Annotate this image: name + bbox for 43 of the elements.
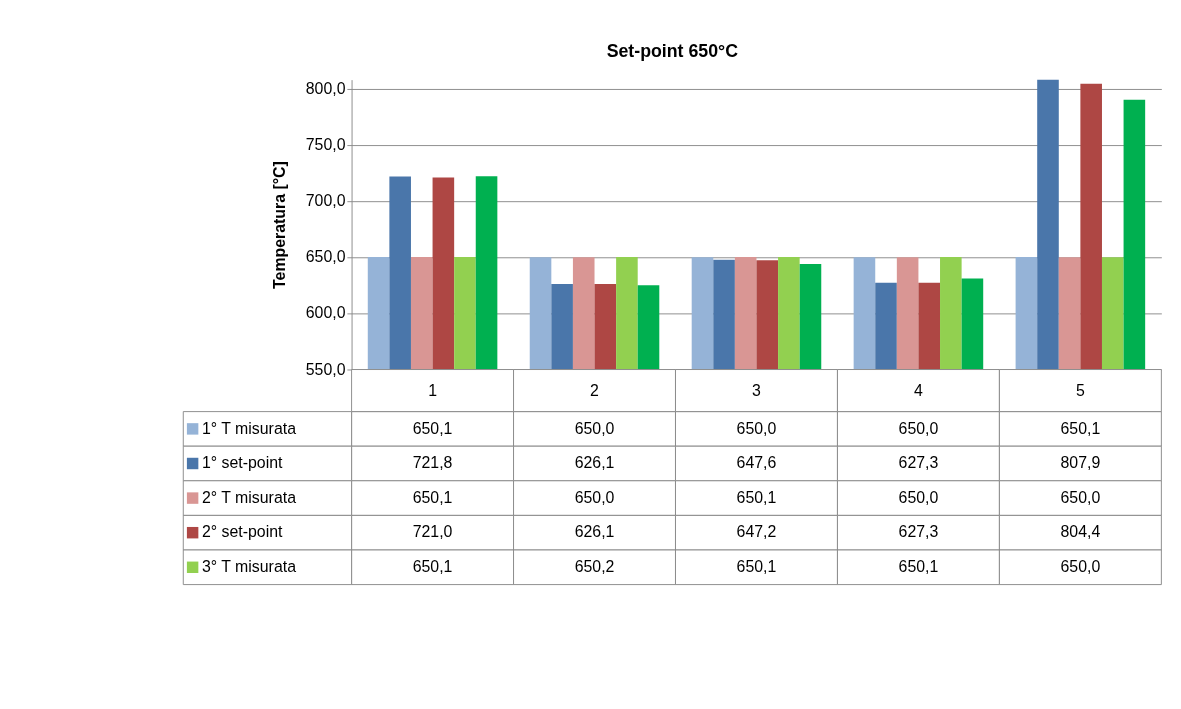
data-label: 650,1: [736, 557, 777, 575]
y-tick-label: 650,0: [305, 248, 346, 266]
data-label: 647,6: [736, 454, 777, 472]
legend-label: 2° set-point: [201, 523, 284, 541]
data-label: 627,3: [898, 454, 939, 472]
data-label: 650,1: [412, 557, 453, 575]
data-label: 650,2: [574, 557, 615, 575]
data-label: 721,0: [412, 523, 453, 541]
data-label: 650,0: [574, 419, 615, 437]
x-tick-label: 4: [914, 381, 924, 399]
data-label: 650,1: [1060, 419, 1101, 437]
data-label: 650,0: [1060, 557, 1101, 575]
data-label: 627,3: [898, 523, 939, 541]
legend-label: 3° T misurata: [201, 557, 297, 575]
legend-label: 2° T misurata: [201, 488, 297, 506]
x-tick-label: 2: [590, 381, 600, 399]
legend-label: 1° T misurata: [201, 419, 297, 437]
legend-label: 1° set-point: [201, 454, 284, 472]
x-tick-label: 3: [752, 381, 762, 399]
y-axis-title: Temperatura [°C]: [271, 161, 289, 289]
data-label: 650,0: [736, 419, 777, 437]
data-label: 650,1: [412, 419, 453, 437]
y-tick-label: 750,0: [305, 135, 346, 153]
data-label: 626,1: [574, 523, 615, 541]
data-label: 650,0: [898, 488, 939, 506]
y-tick-label: 600,0: [305, 304, 346, 322]
data-label: 650,1: [412, 488, 453, 506]
y-tick-label: 700,0: [305, 192, 346, 210]
x-tick-label: 1: [428, 381, 438, 399]
x-tick-label: 5: [1075, 381, 1085, 399]
data-label: 647,2: [736, 523, 777, 541]
data-label: 626,1: [574, 454, 615, 472]
data-label: 807,9: [1060, 454, 1101, 472]
data-label: 650,1: [898, 557, 939, 575]
data-label: 650,0: [574, 488, 615, 506]
data-label: 650,0: [898, 419, 939, 437]
chart-title: Set-point 650°C: [606, 41, 739, 62]
data-label: 650,0: [1060, 488, 1101, 506]
data-label: 804,4: [1060, 523, 1101, 541]
y-tick-label: 800,0: [305, 79, 346, 97]
y-tick-label: 550,0: [305, 360, 346, 378]
data-label: 721,8: [412, 454, 453, 472]
data-label: 650,1: [736, 488, 777, 506]
